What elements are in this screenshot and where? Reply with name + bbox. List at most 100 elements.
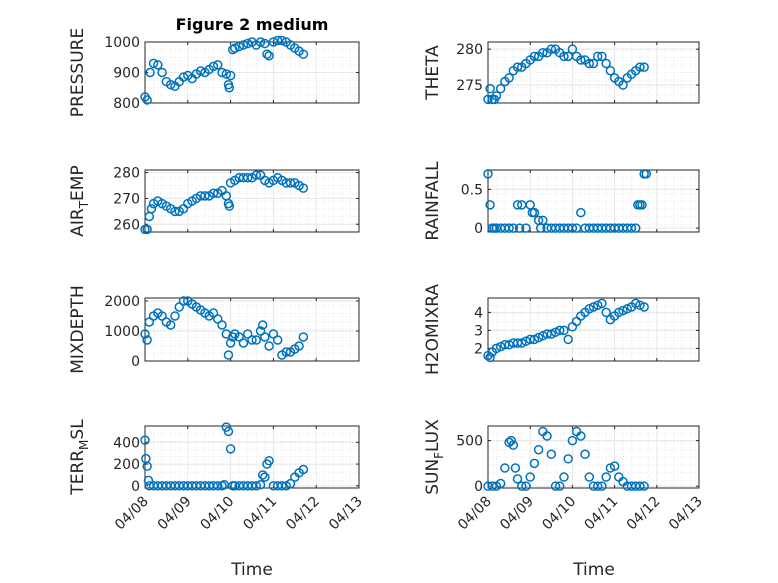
- data-point: [592, 51, 603, 62]
- y-tick-label: 4: [474, 305, 483, 321]
- axes-box: [144, 169, 360, 233]
- data-point: [264, 50, 274, 61]
- data-point: [140, 435, 150, 445]
- subplot-4: 0 0.5 RAINFALL: [423, 161, 700, 241]
- y-axis-label: AIRTEMP: [68, 165, 91, 236]
- data-point: [512, 474, 523, 484]
- data-point: [148, 58, 159, 69]
- y-tick-label: 0: [131, 479, 140, 495]
- data-point: [298, 464, 309, 475]
- data-point: [546, 329, 557, 339]
- x-axis-label-left: Time: [230, 560, 273, 580]
- data-point: [538, 215, 548, 226]
- data-point: [626, 223, 637, 233]
- data-point: [641, 169, 651, 179]
- data-point: [234, 41, 244, 52]
- y-tick-label: 0: [131, 354, 140, 370]
- x-tick-label: 04/13: [326, 494, 366, 534]
- data-point: [525, 472, 535, 482]
- data-point: [567, 435, 578, 446]
- data-point: [567, 44, 578, 54]
- x-tick-label: 04/10: [539, 494, 579, 534]
- data-point: [255, 479, 266, 490]
- data-point: [584, 472, 595, 482]
- data-point: [588, 58, 599, 69]
- y-tick-label: 1000: [104, 35, 140, 51]
- data-point: [238, 40, 249, 50]
- data-point: [538, 331, 548, 341]
- data-point: [223, 350, 234, 360]
- data-point: [576, 207, 586, 218]
- data-point: [268, 37, 279, 47]
- data-point: [529, 334, 540, 345]
- data-point: [521, 223, 531, 233]
- data-point: [141, 453, 151, 464]
- data-point: [142, 461, 152, 471]
- x-tick-label: 04/12: [624, 494, 664, 534]
- data-point: [217, 67, 227, 78]
- data-point: [567, 223, 578, 233]
- y-tick-label: 280: [456, 42, 483, 58]
- data-point: [298, 183, 309, 193]
- data-point: [584, 304, 595, 314]
- y-axis-label: H2OMIXRA: [423, 284, 443, 375]
- data-point: [576, 431, 586, 441]
- data-point: [597, 481, 607, 491]
- y-tick-label: 900: [113, 66, 140, 82]
- data-point: [609, 461, 620, 471]
- data-point: [559, 472, 569, 482]
- data-point: [257, 470, 268, 480]
- data-point: [639, 481, 649, 491]
- data-point: [506, 435, 516, 446]
- data-point: [495, 83, 506, 94]
- data-point: [512, 62, 523, 72]
- x-tick-label: 04/08: [455, 494, 495, 534]
- data-point: [597, 51, 607, 62]
- data-point: [483, 94, 493, 105]
- data-point: [618, 80, 628, 90]
- data-point: [580, 449, 590, 460]
- x-tick-label: 04/08: [112, 494, 152, 534]
- data-point: [247, 335, 257, 345]
- data-point: [262, 49, 272, 59]
- data-point: [517, 481, 527, 491]
- data-point: [165, 320, 176, 330]
- y-axis-label: TERRMSL: [68, 419, 91, 496]
- axes-box: [487, 297, 700, 362]
- data-point: [546, 44, 557, 54]
- data-point: [251, 170, 262, 180]
- data-point: [178, 72, 189, 82]
- data-point: [251, 335, 262, 345]
- data-point: [546, 449, 557, 460]
- data-point: [224, 83, 235, 93]
- y-axis-label: THETA: [423, 45, 443, 101]
- data-point: [508, 223, 519, 233]
- data-point: [142, 224, 152, 235]
- data-point: [550, 327, 561, 337]
- y-tick-label: 500: [456, 434, 483, 450]
- data-point: [521, 481, 531, 491]
- data-point: [533, 332, 544, 343]
- data-point: [208, 61, 219, 72]
- data-point: [264, 341, 274, 351]
- data-point: [144, 211, 155, 222]
- data-point: [485, 83, 495, 94]
- data-point: [554, 325, 565, 336]
- subplot-2: 275 280 THETA: [423, 41, 700, 105]
- data-point: [224, 201, 235, 211]
- data-point: [294, 341, 304, 351]
- data-point: [491, 91, 502, 101]
- data-point: [225, 444, 236, 454]
- data-point: [221, 69, 232, 79]
- data-point: [281, 347, 291, 357]
- data-point: [559, 325, 569, 336]
- data-point: [157, 67, 167, 78]
- data-point: [495, 341, 506, 352]
- y-tick-label: 0: [474, 479, 483, 495]
- data-point: [285, 478, 296, 489]
- y-axis-label: RAINFALL: [423, 161, 443, 241]
- data-point: [285, 178, 296, 188]
- y-tick-label: 1000: [104, 324, 140, 340]
- y-tick-label: 275: [456, 78, 483, 94]
